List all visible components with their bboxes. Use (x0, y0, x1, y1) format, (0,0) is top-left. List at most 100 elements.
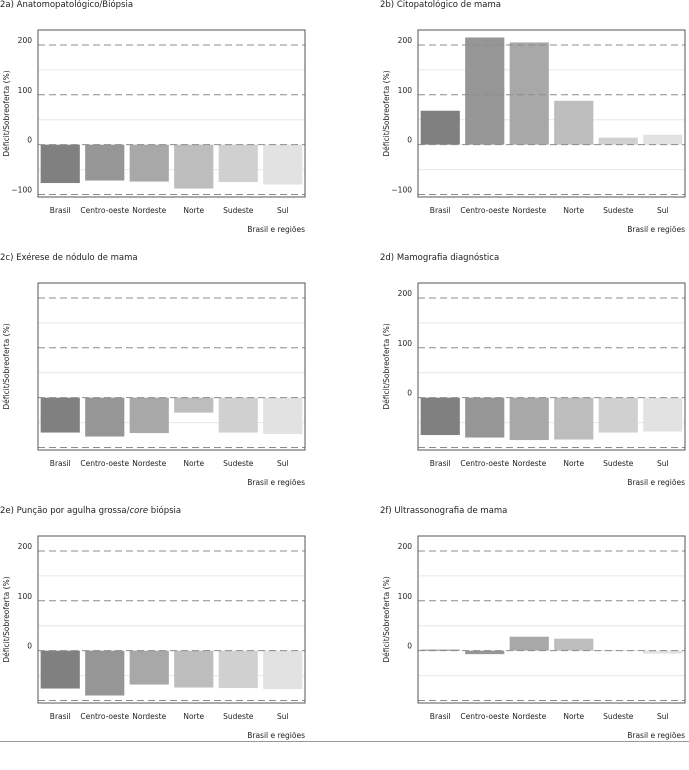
chart-title-part: 2b) Citopatológico de mama (380, 0, 501, 10)
x-tick-label: Nordeste (512, 459, 546, 468)
chart-panel-2a: 2a) Anatomopatológico/Biópsia 200 100 0 −100… (0, 0, 344, 250)
chart-title: 2f) Ultrassonografia de mama (380, 506, 507, 516)
chart-title: 2e) Punção por agulha grossa/core biópsi… (0, 506, 181, 516)
bar-sul (643, 134, 683, 145)
x-tick-label: Centro-oeste (460, 459, 509, 468)
bar-nordeste (129, 397, 169, 434)
y-tick-label: −100 (11, 186, 32, 195)
chart-panel-2f: 2f) Ultrassonografia de mama 200 100 0 Défic… (380, 506, 689, 756)
bar-sul (643, 397, 683, 432)
x-tick-label: Sudeste (223, 459, 254, 468)
x-tick-label: Centro-oeste (460, 712, 509, 721)
chart-svg: 200 100 0 −100 Déficit/Sobreoferta (%) Brasil… (382, 29, 686, 234)
bar-sudeste (218, 397, 258, 433)
chart-svg: 200 100 0 Déficit/Sobreoferta (%) Brasil Cent… (382, 535, 686, 740)
chart-title: 2c) Exérese de nódulo de mama (0, 253, 138, 263)
bar-nordeste (509, 42, 549, 145)
y-tick-label: 0 (407, 136, 412, 145)
chart-title-part: 2c) Exérese de nódulo de mama (0, 253, 138, 263)
chart-title-part: 2f) Ultrassonografia de mama (380, 506, 508, 516)
y-tick-label: 200 (398, 542, 413, 551)
x-tick-label: Sul (277, 459, 289, 468)
y-tick-label: 0 (27, 136, 32, 145)
plot-frame (417, 282, 686, 451)
bar-sul (263, 650, 303, 690)
chart-panel-2b: 2b) Citopatológico de mama 200 100 0 −100 Déf… (380, 0, 689, 250)
x-tick-label: Sul (277, 712, 289, 721)
y-tick-label: 200 (18, 542, 33, 551)
x-tick-label: Sudeste (223, 206, 254, 215)
x-tick-label: Centro-oeste (80, 459, 129, 468)
x-axis-label: Brasil e regiões (627, 225, 685, 234)
y-tick-label: 100 (18, 592, 33, 601)
x-axis-label: Brasil e regiões (627, 478, 685, 487)
x-tick-label: Brasil (430, 712, 451, 721)
bar-brasil (420, 397, 460, 436)
x-tick-label: Norte (563, 712, 584, 721)
chart-title: 2a) Anatomopatológico/Biópsia (0, 0, 133, 10)
y-tick-label: 100 (398, 592, 413, 601)
y-tick-label: 0 (27, 642, 32, 651)
y-tick-label: 0 (407, 642, 412, 651)
y-tick-label: 200 (398, 36, 413, 45)
chart-title-part: 2d) Mamografia diagnóstica (380, 253, 500, 263)
bar-norte (554, 100, 594, 145)
x-tick-label: Nordeste (512, 206, 546, 215)
x-tick-label: Sul (657, 206, 669, 215)
bar-sul (263, 397, 303, 435)
bar-sul (643, 650, 683, 654)
x-tick-label: Brasil (430, 459, 451, 468)
bar-norte (174, 650, 214, 688)
x-axis-label: Brasil e regiões (247, 225, 305, 234)
plot-frame (417, 535, 686, 704)
chart-title: 2d) Mamografia diagnóstica (380, 253, 499, 263)
bar-norte (174, 144, 214, 189)
y-axis-label: Déficit/Sobreoferta (%) (382, 70, 391, 156)
x-tick-label: Nordeste (132, 459, 166, 468)
x-tick-label: Norte (183, 459, 204, 468)
y-tick-label: 100 (398, 86, 413, 95)
x-tick-label: Brasil (430, 206, 451, 215)
bar-brasil (40, 144, 80, 184)
y-axis-label: Déficit/Sobreoferta (%) (382, 323, 391, 409)
y-tick-label: 100 (398, 339, 413, 348)
bar-nordeste (129, 650, 169, 685)
chart-title-part: core (129, 506, 149, 516)
bar-norte (174, 397, 214, 413)
x-axis-label: Brasil e regiões (247, 478, 305, 487)
chart-panel-2c: 2c) Exérese de nódulo de mama Déficit/Sob… (0, 253, 344, 503)
x-tick-label: Norte (183, 712, 204, 721)
x-axis-label: Brasil e regiões (247, 731, 305, 740)
y-tick-label: 100 (18, 86, 33, 95)
x-tick-label: Brasil (50, 206, 71, 215)
bar-brasil (40, 650, 80, 689)
bar-sul (263, 144, 303, 185)
y-axis-label: Déficit/Sobreoferta (%) (2, 70, 11, 156)
chart-svg: 200 100 0 Déficit/Sobreoferta (%) Brasil Cent… (382, 282, 686, 487)
x-tick-label: Brasil (50, 459, 71, 468)
bar-nordeste (509, 397, 549, 441)
chart-title-part: biópsia (148, 506, 182, 516)
bar-nordeste (129, 144, 169, 182)
plot-frame (37, 282, 306, 451)
bar-nordeste (509, 636, 549, 651)
chart-panel-2e: 2e) Punção por agulha grossa/core biópsi… (0, 506, 344, 756)
y-tick-label: 0 (407, 389, 412, 398)
x-tick-label: Norte (183, 206, 204, 215)
x-tick-label: Sudeste (603, 712, 634, 721)
chart-title: 2b) Citopatológico de mama (380, 0, 501, 10)
y-axis-label: Déficit/Sobreoferta (%) (382, 576, 391, 662)
x-tick-label: Centro-oeste (460, 206, 509, 215)
x-tick-label: Sul (657, 459, 669, 468)
chart-svg: 200 100 0 −100 Déficit/Sobreoferta (%) Brasil… (2, 29, 306, 234)
chart-title-part: 2e) Punção por agulha grossa/ (0, 506, 130, 516)
x-tick-label: Centro-oeste (80, 712, 129, 721)
bar-sudeste (598, 397, 638, 433)
x-tick-label: Sul (277, 206, 289, 215)
chart-panel-2d: 2d) Mamografia diagnóstica 200 100 0 Déficit… (380, 253, 689, 503)
bar-sudeste (218, 144, 258, 183)
x-tick-label: Sudeste (223, 712, 254, 721)
x-tick-label: Norte (563, 459, 584, 468)
bar-centro-oeste (85, 650, 125, 696)
bar-sudeste (218, 650, 258, 689)
